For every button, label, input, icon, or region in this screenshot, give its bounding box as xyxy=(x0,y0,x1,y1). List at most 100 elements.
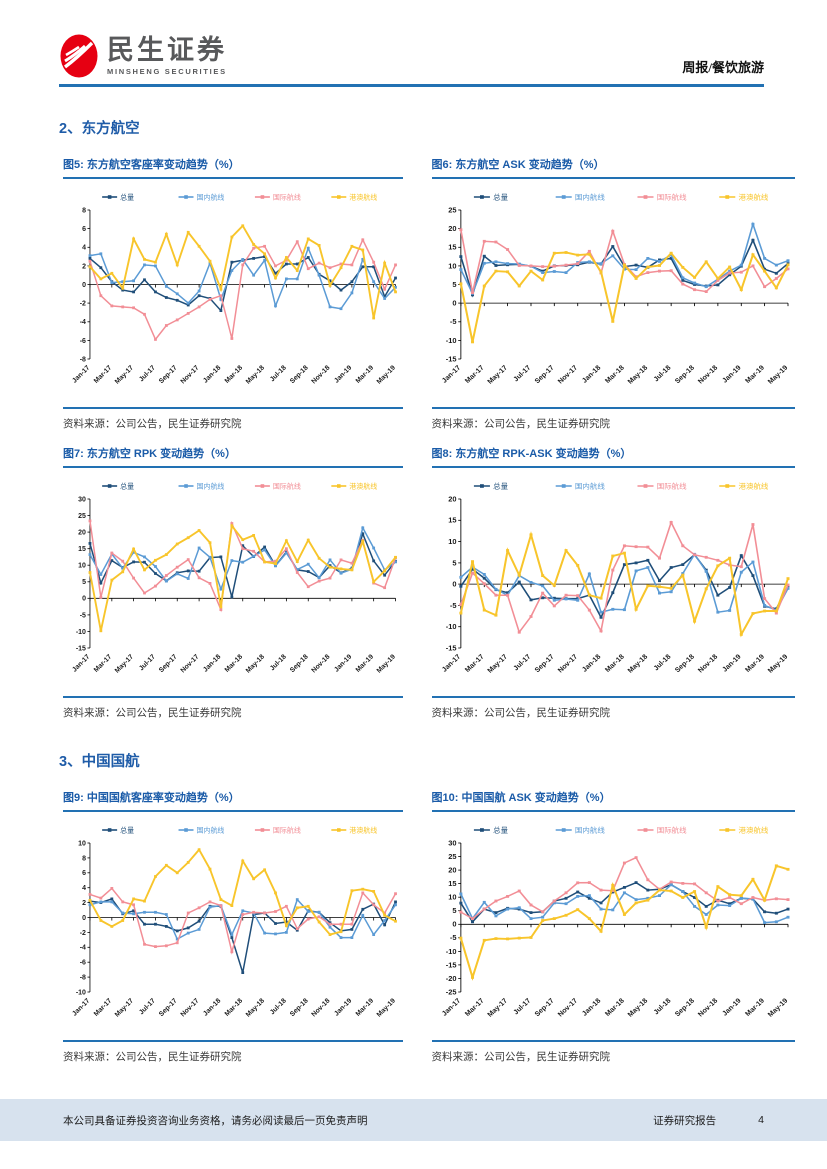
svg-text:May-19: May-19 xyxy=(766,654,789,675)
svg-text:Sep-18: Sep-18 xyxy=(289,653,310,674)
svg-text:-2: -2 xyxy=(80,300,86,307)
svg-text:May-19: May-19 xyxy=(766,998,789,1019)
figure-10-source: 资料来源：公司公告，民生证券研究院 xyxy=(431,1040,795,1064)
svg-text:Jan-17: Jan-17 xyxy=(71,653,91,673)
svg-text:Sep-18: Sep-18 xyxy=(674,654,696,675)
figure-7-title: 图7: 东方航空 RPK 变动趋势（%） xyxy=(63,445,403,468)
svg-text:Mar-18: Mar-18 xyxy=(604,654,626,674)
svg-text:-15: -15 xyxy=(445,355,456,364)
svg-text:国际航线: 国际航线 xyxy=(656,193,686,202)
svg-text:30: 30 xyxy=(78,496,86,503)
svg-text:-6: -6 xyxy=(80,338,86,345)
figure-7: 图7: 东方航空 RPK 变动趋势（%） 30 25 20 15 10 5 0 -5 -10 -1… xyxy=(63,445,403,720)
svg-text:总量: 总量 xyxy=(120,826,134,835)
svg-text:-4: -4 xyxy=(80,319,86,326)
svg-text:Mar-19: Mar-19 xyxy=(744,998,766,1018)
figure-8: 图8: 东方航空 RPK-ASK 变动趋势（%） 20 15 10 5 0 -5 -10 -1… xyxy=(431,445,795,720)
svg-text:Mar-19: Mar-19 xyxy=(744,365,766,385)
svg-text:-15: -15 xyxy=(445,961,456,970)
section-title-air-china: 3、中国国航 xyxy=(59,754,140,770)
svg-text:Sep-18: Sep-18 xyxy=(289,997,310,1018)
figure-5: 图5: 东方航空客座率变动趋势（%） 8 6 4 2 0 -2 -4 -6 -8 Jan-17 Ma… xyxy=(63,156,403,431)
svg-text:Nov-17: Nov-17 xyxy=(556,365,578,386)
svg-text:Nov-18: Nov-18 xyxy=(697,654,719,675)
svg-text:Jan-18: Jan-18 xyxy=(581,365,602,385)
svg-text:4: 4 xyxy=(82,885,86,892)
svg-text:Jan-17: Jan-17 xyxy=(440,365,461,385)
svg-text:Jul-18: Jul-18 xyxy=(269,364,288,383)
svg-text:Mar-17: Mar-17 xyxy=(464,654,486,674)
svg-text:Jan-18: Jan-18 xyxy=(581,998,602,1018)
svg-text:-5: -5 xyxy=(80,612,86,619)
svg-text:May-17: May-17 xyxy=(114,364,135,385)
page-number: 4 xyxy=(758,1114,764,1126)
svg-text:国际航线: 国际航线 xyxy=(273,193,301,202)
svg-text:Jan-19: Jan-19 xyxy=(333,997,353,1017)
svg-text:25: 25 xyxy=(448,852,456,861)
svg-text:国际航线: 国际航线 xyxy=(273,482,301,491)
svg-text:-25: -25 xyxy=(445,988,456,997)
svg-text:2: 2 xyxy=(82,263,86,270)
svg-text:5: 5 xyxy=(452,906,456,915)
figure-10-title: 图10: 中国国航 ASK 变动趋势（%） xyxy=(431,789,795,812)
svg-text:Nov-17: Nov-17 xyxy=(180,997,201,1018)
svg-text:Mar-19: Mar-19 xyxy=(355,653,376,674)
svg-text:国内航线: 国内航线 xyxy=(197,826,225,835)
svg-text:-4: -4 xyxy=(80,945,86,952)
svg-text:国内航线: 国内航线 xyxy=(574,826,604,835)
report-category: 周报/餐饮旅游 xyxy=(682,60,764,75)
svg-text:May-19: May-19 xyxy=(376,997,397,1018)
svg-text:Nov-17: Nov-17 xyxy=(556,998,578,1019)
header: 民生证券 MINSHENG SECURITIES 周报/餐饮旅游 xyxy=(0,0,827,87)
svg-text:Nov-18: Nov-18 xyxy=(310,653,331,674)
svg-text:Mar-18: Mar-18 xyxy=(224,364,245,385)
figure-5-title: 图5: 东方航空客座率变动趋势（%） xyxy=(63,156,403,179)
figure-row-3: 图9: 中国国航客座率变动趋势（%） 10 8 6 4 2 0 -2 -4 -6 -8 -10 Jan… xyxy=(0,785,827,1064)
svg-text:Sep-17: Sep-17 xyxy=(533,654,555,675)
svg-text:20: 20 xyxy=(78,529,86,536)
svg-text:15: 15 xyxy=(448,879,456,888)
svg-text:Jan-18: Jan-18 xyxy=(202,364,222,384)
svg-text:总量: 总量 xyxy=(493,826,508,835)
svg-text:总量: 总量 xyxy=(493,193,508,202)
svg-text:Nov-18: Nov-18 xyxy=(310,997,331,1018)
svg-text:Sep-18: Sep-18 xyxy=(674,998,696,1019)
figure-10: 图10: 中国国航 ASK 变动趋势（%） 30 25 20 15 10 5 0 -5 -10 -… xyxy=(431,789,795,1064)
svg-text:Jan-18: Jan-18 xyxy=(202,653,222,673)
svg-text:May-18: May-18 xyxy=(626,998,649,1019)
svg-text:港澳航线: 港澳航线 xyxy=(738,193,768,202)
svg-text:港澳航线: 港澳航线 xyxy=(738,826,768,835)
svg-text:30: 30 xyxy=(448,839,456,848)
svg-text:Sep-17: Sep-17 xyxy=(533,365,555,386)
svg-text:Nov-17: Nov-17 xyxy=(556,654,578,675)
svg-text:Jan-19: Jan-19 xyxy=(721,998,742,1018)
brand-name-cn: 民生证券 xyxy=(107,34,227,65)
svg-text:Jan-19: Jan-19 xyxy=(333,653,353,673)
figure-row-2: 图7: 东方航空 RPK 变动趋势（%） 30 25 20 15 10 5 0 -5 -10 -1… xyxy=(0,441,827,720)
figure-9: 图9: 中国国航客座率变动趋势（%） 10 8 6 4 2 0 -2 -4 -6 -8 -10 Jan… xyxy=(63,789,403,1064)
svg-text:-10: -10 xyxy=(76,629,86,636)
svg-text:港澳航线: 港澳航线 xyxy=(738,482,768,491)
svg-text:国内航线: 国内航线 xyxy=(574,193,604,202)
svg-text:Nov-17: Nov-17 xyxy=(180,653,201,674)
svg-text:10: 10 xyxy=(448,893,456,902)
svg-text:8: 8 xyxy=(82,855,86,862)
svg-text:-20: -20 xyxy=(445,974,456,983)
svg-text:20: 20 xyxy=(448,224,456,233)
svg-text:Jan-18: Jan-18 xyxy=(202,997,222,1017)
svg-text:Nov-18: Nov-18 xyxy=(697,998,719,1019)
svg-text:0: 0 xyxy=(82,596,86,603)
figure-9-source: 资料来源：公司公告，民生证券研究院 xyxy=(63,1040,403,1064)
svg-text:-15: -15 xyxy=(445,644,456,653)
svg-text:-10: -10 xyxy=(445,947,456,956)
svg-text:国际航线: 国际航线 xyxy=(273,826,301,835)
svg-text:May-17: May-17 xyxy=(486,654,509,675)
svg-text:2: 2 xyxy=(82,900,86,907)
svg-text:Mar-17: Mar-17 xyxy=(93,653,114,674)
svg-text:Jul-17: Jul-17 xyxy=(512,998,532,1017)
svg-text:Jan-19: Jan-19 xyxy=(721,654,742,674)
svg-text:0: 0 xyxy=(452,580,456,589)
figure-6-title: 图6: 东方航空 ASK 变动趋势（%） xyxy=(431,156,795,179)
